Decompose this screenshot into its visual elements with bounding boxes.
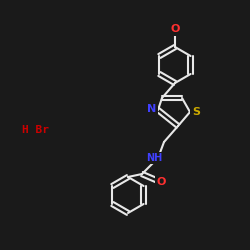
Text: H Br: H Br [22, 125, 48, 135]
Text: O: O [156, 177, 166, 187]
Text: NH: NH [146, 153, 162, 163]
Text: S: S [192, 107, 200, 117]
Text: O: O [170, 24, 180, 34]
Text: N: N [148, 104, 156, 114]
